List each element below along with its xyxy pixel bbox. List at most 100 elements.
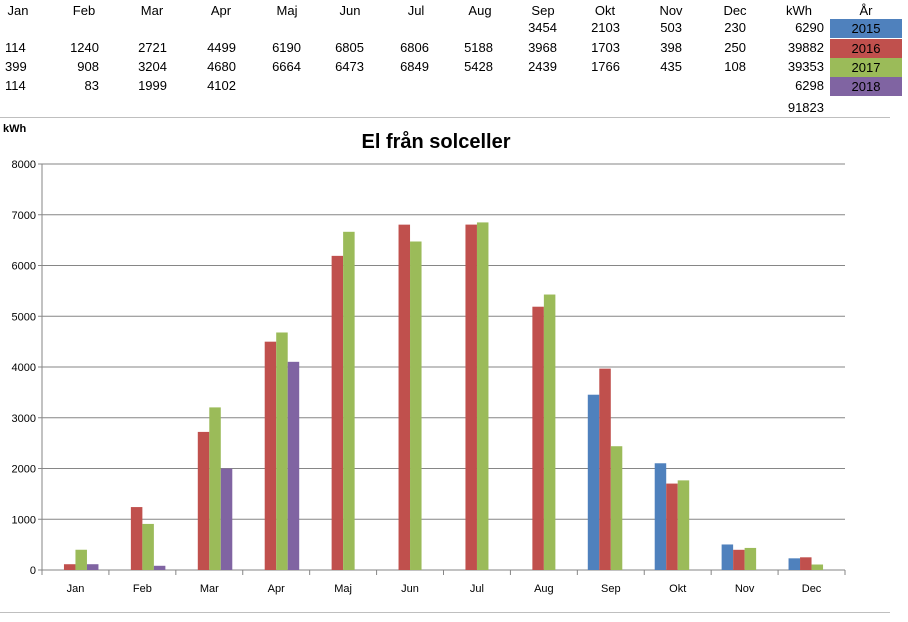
- x-tick-label: Sep: [601, 583, 621, 595]
- data-table: Jan Feb Mar Apr Maj Jun Jul Aug Sep Okt Nov Dec kWh Å…: [0, 0, 908, 120]
- y-tick-label: 7000: [12, 210, 36, 222]
- column-header: Sep: [531, 3, 555, 18]
- table-cell: 114: [5, 78, 26, 93]
- bar: [465, 224, 477, 570]
- column-header: Jun: [339, 3, 361, 18]
- table-cell: 5188: [464, 40, 493, 55]
- y-tick-label: 0: [30, 565, 36, 577]
- bar: [264, 341, 277, 570]
- table-cell: 503: [660, 20, 682, 35]
- table-cell: 114: [5, 40, 26, 55]
- bar: [476, 222, 489, 570]
- x-tick-label: Jun: [401, 583, 419, 595]
- x-tick-label: Feb: [133, 583, 152, 595]
- table-cell: 108: [724, 59, 746, 74]
- table-cell: 2439: [528, 59, 557, 74]
- bar: [677, 480, 690, 570]
- table-cell: 398: [660, 40, 682, 55]
- table-cell: 250: [724, 40, 746, 55]
- bar: [543, 294, 556, 570]
- bar-chart: 0 1000 2000 3000 4000 5000 6000 7000 8000 Jan Feb M…: [12, 159, 846, 595]
- bar: [654, 463, 667, 570]
- table-cell: 6805: [335, 40, 364, 55]
- bar: [788, 558, 801, 570]
- y-tick-label: 6000: [12, 261, 36, 273]
- table-cell: 6664: [272, 59, 301, 74]
- column-header: kWh: [786, 3, 812, 18]
- table-cell: 6190: [272, 40, 301, 55]
- bar: [331, 255, 344, 571]
- x-tick-label: Nov: [735, 583, 755, 595]
- column-header: Mar: [140, 3, 164, 18]
- column-header: Feb: [72, 3, 96, 18]
- year-badge: 2015: [830, 19, 902, 38]
- y-tick-label: 1000: [12, 514, 36, 526]
- bar: [75, 549, 87, 570]
- table-cell: 6806: [400, 40, 429, 55]
- column-header: Aug: [468, 3, 492, 18]
- table-cell: 1999: [138, 78, 167, 93]
- table-cell: 435: [660, 59, 682, 74]
- table-cell: 3204: [138, 59, 167, 74]
- column-header: Nov: [659, 3, 683, 18]
- bar: [130, 507, 143, 570]
- bar: [666, 483, 678, 570]
- table-cell: 230: [724, 20, 746, 35]
- bar: [142, 523, 154, 570]
- column-header: Apr: [210, 3, 232, 18]
- bar: [721, 544, 734, 570]
- x-tick-label: Maj: [334, 583, 352, 595]
- bar: [86, 564, 99, 570]
- y-tick-label: 8000: [12, 159, 36, 171]
- bar: [599, 368, 611, 570]
- bar: [744, 547, 757, 570]
- bar: [587, 394, 600, 570]
- table-cell: 4102: [207, 78, 236, 93]
- bar: [398, 224, 411, 570]
- x-tick-label: Jan: [67, 583, 85, 595]
- x-tick-label: Aug: [534, 583, 554, 595]
- table-cell: 5428: [464, 59, 493, 74]
- y-axis-unit-label: kWh: [3, 123, 27, 135]
- year-badge: 2018: [830, 77, 902, 96]
- table-cell: 2721: [138, 40, 167, 55]
- table-cell: 4499: [207, 40, 236, 55]
- column-header: Maj: [276, 3, 298, 18]
- table-cell: 6473: [335, 59, 364, 74]
- divider-top: [0, 117, 890, 118]
- chart-title: El från solceller: [361, 131, 511, 153]
- bar: [610, 446, 623, 570]
- x-tick-label: Mar: [200, 583, 219, 595]
- grand-total: 91823: [787, 100, 824, 115]
- bar: [532, 306, 544, 570]
- table-cell: 3454: [528, 20, 557, 35]
- y-tick-label: 4000: [12, 362, 36, 374]
- bar: [153, 565, 166, 570]
- column-header: Jan: [7, 3, 29, 18]
- column-header-year: År: [859, 3, 873, 18]
- y-tick-label: 2000: [12, 464, 36, 476]
- table-cell: 6849: [400, 59, 429, 74]
- bar: [209, 407, 221, 570]
- x-tick-label: Apr: [268, 583, 285, 595]
- table-cell: 1766: [591, 59, 620, 74]
- bar: [410, 241, 422, 570]
- year-badge: 2017: [830, 58, 902, 77]
- row-total: 39353: [787, 59, 824, 74]
- bar: [63, 564, 76, 570]
- bar: [220, 468, 233, 570]
- table-cell: 1703: [591, 40, 620, 55]
- bar: [800, 557, 812, 570]
- table-cell: 2103: [591, 20, 620, 35]
- bar: [343, 231, 355, 570]
- bar: [733, 549, 745, 570]
- year-badge: 2016: [830, 39, 902, 58]
- column-header: Jul: [407, 3, 425, 18]
- bar: [811, 564, 824, 570]
- table-cell: 3968: [528, 40, 557, 55]
- column-header: Dec: [723, 3, 747, 18]
- table-cell: 4680: [207, 59, 236, 74]
- row-total: 6290: [795, 20, 824, 35]
- divider-bottom: [0, 612, 890, 613]
- table-cell: 83: [84, 78, 99, 93]
